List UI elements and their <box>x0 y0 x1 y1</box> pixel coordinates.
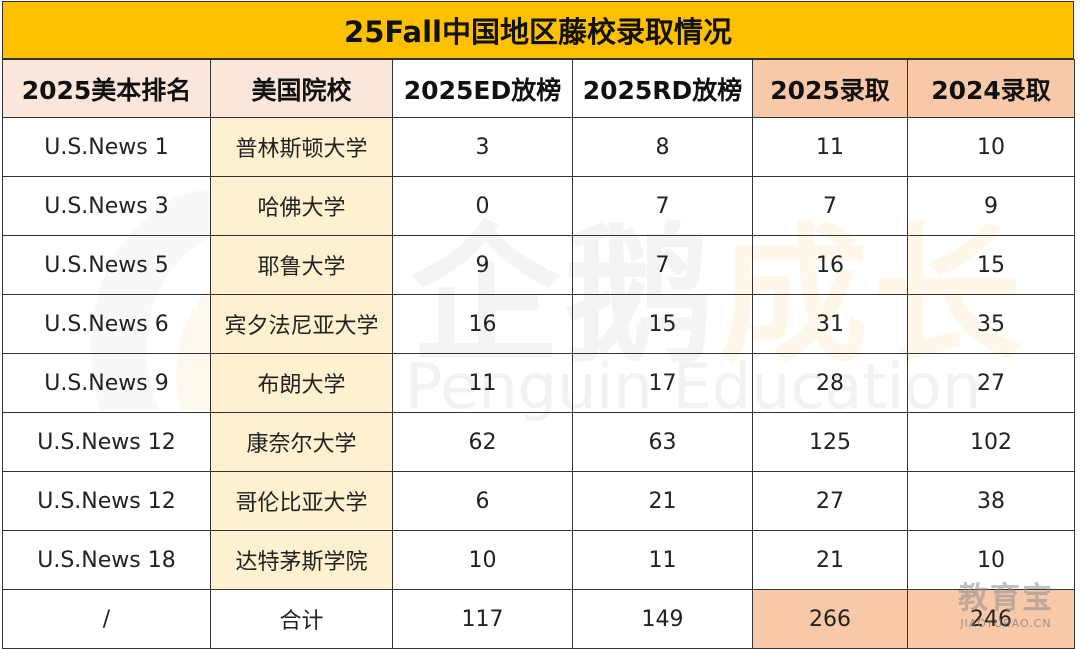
rank-cell: U.S.News 5 <box>2 235 211 295</box>
school-cell: 普林斯顿大学 <box>210 117 393 177</box>
rd-cell: 15 <box>572 294 753 354</box>
admit-2024-cell: 10 <box>907 530 1075 590</box>
table-row: U.S.News 1 普林斯顿大学 3 8 11 10 <box>2 117 1075 177</box>
admit-2025-cell: 11 <box>752 117 908 177</box>
admit-2024-cell: 35 <box>907 294 1075 354</box>
total-ed-cell: 117 <box>392 589 573 649</box>
header-admit-2025: 2025录取 <box>752 59 908 118</box>
school-cell: 达特茅斯学院 <box>210 530 393 590</box>
admit-2024-cell: 102 <box>907 412 1075 472</box>
admit-2025-cell: 7 <box>752 176 908 236</box>
school-cell: 康奈尔大学 <box>210 412 393 472</box>
admit-2024-cell: 10 <box>907 117 1075 177</box>
total-label-cell: 合计 <box>210 589 393 649</box>
header-admit-2024: 2024录取 <box>907 59 1075 118</box>
admit-2024-cell: 9 <box>907 176 1075 236</box>
school-cell: 哥伦比亚大学 <box>210 471 393 531</box>
header-row: 2025美本排名 美国院校 2025ED放榜 2025RD放榜 2025录取 2… <box>2 59 1075 118</box>
header-school: 美国院校 <box>210 59 393 118</box>
school-cell: 哈佛大学 <box>210 176 393 236</box>
header-ed: 2025ED放榜 <box>392 59 573 118</box>
rd-cell: 7 <box>572 235 753 295</box>
admit-2025-cell: 31 <box>752 294 908 354</box>
rank-cell: U.S.News 18 <box>2 530 211 590</box>
rank-cell: U.S.News 9 <box>2 353 211 413</box>
admit-2024-cell: 15 <box>907 235 1075 295</box>
rd-cell: 7 <box>572 176 753 236</box>
admit-2025-cell: 125 <box>752 412 908 472</box>
ed-cell: 3 <box>392 117 573 177</box>
table-row: U.S.News 3 哈佛大学 0 7 7 9 <box>2 176 1075 236</box>
ed-cell: 16 <box>392 294 573 354</box>
school-cell: 布朗大学 <box>210 353 393 413</box>
rd-cell: 11 <box>572 530 753 590</box>
ed-cell: 10 <box>392 530 573 590</box>
header-rank: 2025美本排名 <box>2 59 211 118</box>
admit-2024-cell: 38 <box>907 471 1075 531</box>
rd-cell: 8 <box>572 117 753 177</box>
rd-cell: 17 <box>572 353 753 413</box>
total-rd-cell: 149 <box>572 589 753 649</box>
total-admit-2025-cell: 266 <box>752 589 908 649</box>
admit-2024-cell: 27 <box>907 353 1075 413</box>
admit-2025-cell: 28 <box>752 353 908 413</box>
school-cell: 宾夕法尼亚大学 <box>210 294 393 354</box>
admit-2025-cell: 27 <box>752 471 908 531</box>
ed-cell: 6 <box>392 471 573 531</box>
rank-cell: U.S.News 12 <box>2 412 211 472</box>
rank-cell: U.S.News 6 <box>2 294 211 354</box>
ed-cell: 9 <box>392 235 573 295</box>
table-row: U.S.News 18 达特茅斯学院 10 11 21 10 <box>2 530 1075 590</box>
total-rank-cell: / <box>2 589 211 649</box>
total-row: / 合计 117 149 266 246 <box>2 589 1075 649</box>
rank-cell: U.S.News 12 <box>2 471 211 531</box>
rd-cell: 63 <box>572 412 753 472</box>
rd-cell: 21 <box>572 471 753 531</box>
table-row: U.S.News 12 康奈尔大学 62 63 125 102 <box>2 412 1075 472</box>
rank-cell: U.S.News 1 <box>2 117 211 177</box>
table-row: U.S.News 5 耶鲁大学 9 7 16 15 <box>2 235 1075 295</box>
admissions-table: 2025美本排名 美国院校 2025ED放榜 2025RD放榜 2025录取 2… <box>2 59 1075 649</box>
school-cell: 耶鲁大学 <box>210 235 393 295</box>
table-row: U.S.News 6 宾夕法尼亚大学 16 15 31 35 <box>2 294 1075 354</box>
admit-2025-cell: 21 <box>752 530 908 590</box>
admit-2025-cell: 16 <box>752 235 908 295</box>
ed-cell: 0 <box>392 176 573 236</box>
table-row: U.S.News 9 布朗大学 11 17 28 27 <box>2 353 1075 413</box>
total-admit-2024-cell: 246 <box>907 589 1075 649</box>
table-title: 25Fall中国地区藤校录取情况 <box>2 1 1074 59</box>
header-rd: 2025RD放榜 <box>572 59 753 118</box>
ed-cell: 11 <box>392 353 573 413</box>
rank-cell: U.S.News 3 <box>2 176 211 236</box>
table-row: U.S.News 12 哥伦比亚大学 6 21 27 38 <box>2 471 1075 531</box>
ed-cell: 62 <box>392 412 573 472</box>
